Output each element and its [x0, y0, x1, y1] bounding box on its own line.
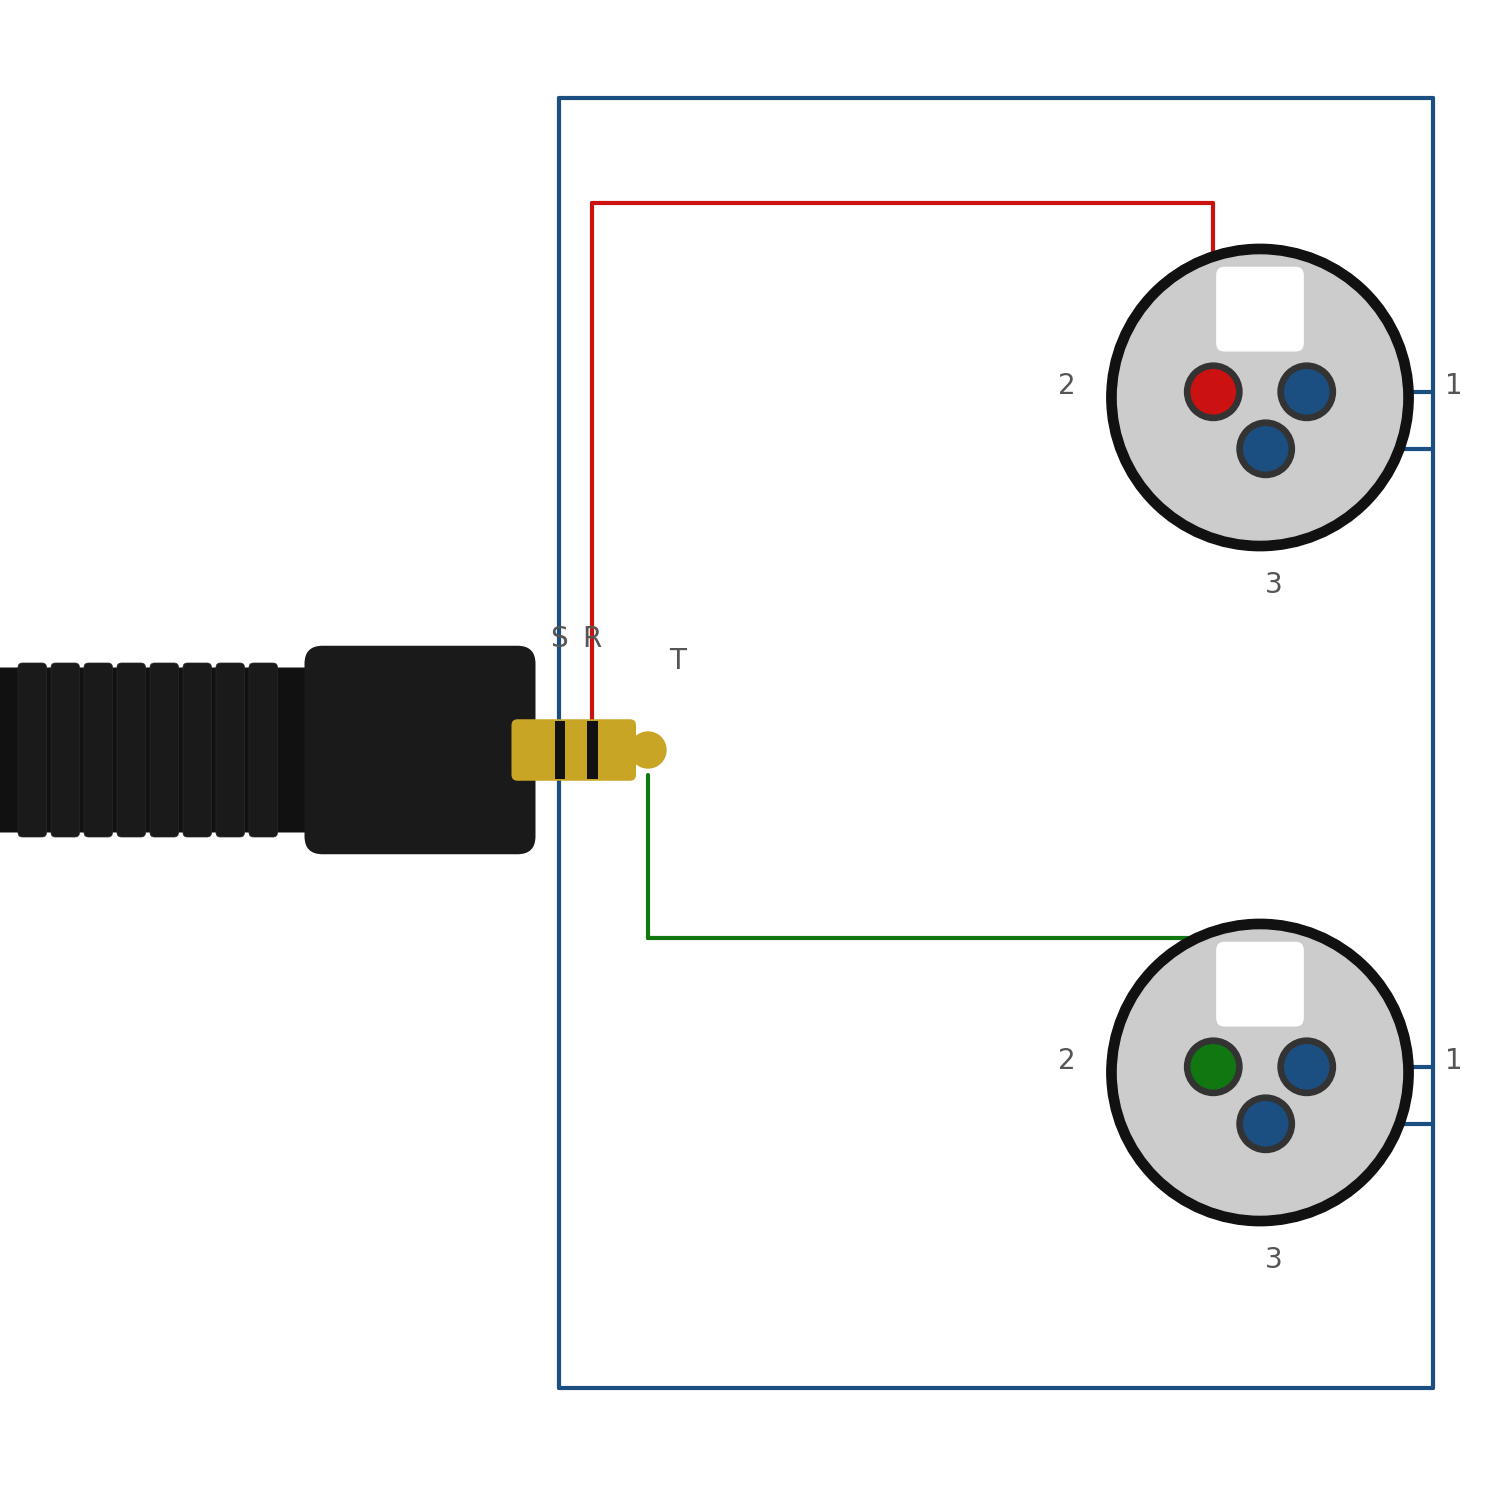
FancyBboxPatch shape — [1216, 942, 1304, 1026]
Circle shape — [630, 732, 666, 768]
FancyBboxPatch shape — [183, 663, 211, 837]
FancyBboxPatch shape — [51, 663, 80, 837]
FancyBboxPatch shape — [216, 663, 244, 837]
Circle shape — [1284, 1044, 1329, 1089]
Circle shape — [1185, 363, 1242, 420]
Text: R: R — [582, 624, 602, 652]
Bar — [586, 722, 597, 780]
FancyBboxPatch shape — [84, 663, 112, 837]
FancyBboxPatch shape — [18, 663, 46, 837]
FancyBboxPatch shape — [150, 663, 178, 837]
Text: 2: 2 — [1058, 1047, 1076, 1076]
Text: 3: 3 — [1266, 572, 1282, 600]
Bar — [555, 722, 566, 780]
Circle shape — [1191, 1044, 1236, 1089]
Text: 3: 3 — [1266, 1246, 1282, 1275]
FancyBboxPatch shape — [249, 663, 278, 837]
Circle shape — [1107, 244, 1413, 550]
FancyBboxPatch shape — [0, 668, 488, 832]
Circle shape — [1107, 920, 1413, 1226]
Circle shape — [1185, 1038, 1242, 1095]
Text: S: S — [550, 624, 568, 652]
Circle shape — [1244, 426, 1288, 471]
Circle shape — [1238, 420, 1294, 477]
Circle shape — [1278, 1038, 1335, 1095]
Text: 1: 1 — [1444, 372, 1462, 400]
Circle shape — [1278, 363, 1335, 420]
Circle shape — [1118, 930, 1402, 1215]
Text: 1: 1 — [1444, 1047, 1462, 1076]
Circle shape — [1191, 369, 1236, 414]
Circle shape — [1118, 255, 1402, 540]
FancyBboxPatch shape — [117, 663, 146, 837]
Text: 2: 2 — [1058, 372, 1076, 400]
Circle shape — [1284, 369, 1329, 414]
Text: T: T — [669, 646, 686, 675]
FancyBboxPatch shape — [1216, 267, 1304, 351]
Circle shape — [1244, 1101, 1288, 1146]
FancyBboxPatch shape — [304, 645, 536, 855]
Circle shape — [1238, 1095, 1294, 1152]
FancyBboxPatch shape — [512, 720, 636, 780]
